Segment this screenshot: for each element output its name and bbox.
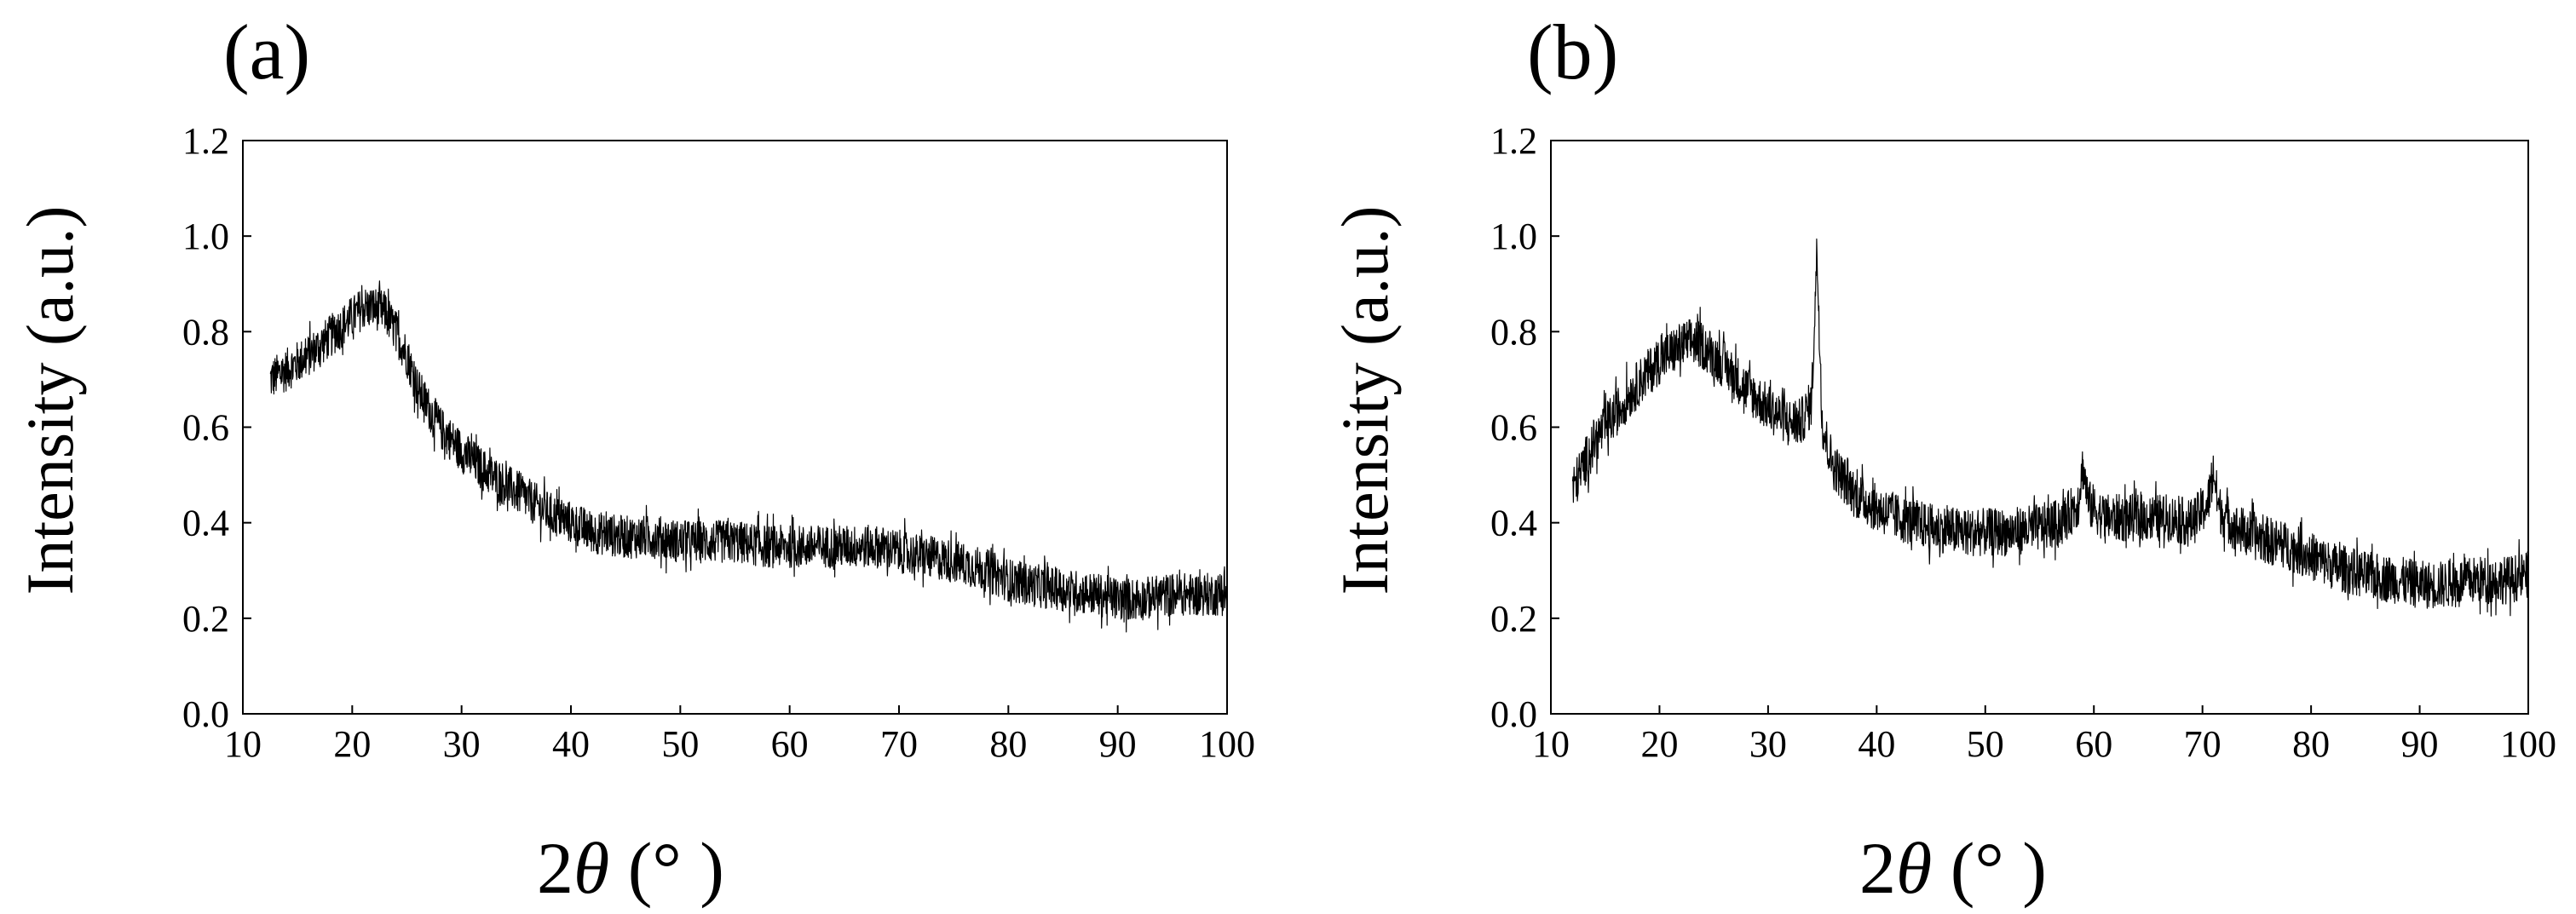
x-axis-label: 2θ (° )	[1859, 827, 2047, 909]
y-tick-label: 0.2	[1490, 598, 1537, 640]
x-tick-label: 50	[1967, 723, 2004, 765]
x-axis-label-theta: θ	[1896, 827, 1932, 909]
x-axis-label-theta: θ	[573, 827, 609, 909]
x-tick-label: 30	[1749, 723, 1787, 765]
y-tick-label: 1.2	[1490, 120, 1537, 162]
x-tick-label: 100	[2500, 723, 2556, 765]
x-tick-label: 80	[2292, 723, 2330, 765]
y-tick-label: 0.4	[1490, 503, 1537, 544]
x-tick-label: 60	[2075, 723, 2112, 765]
x-tick-label: 50	[661, 723, 699, 765]
y-tick-label: 1.0	[1490, 216, 1537, 257]
x-axis-label-unit: (° )	[1932, 827, 2047, 909]
y-axis-label: Intensity (a.u.)	[1328, 205, 1402, 595]
x-tick-label: 70	[2184, 723, 2222, 765]
x-tick-label: 100	[1199, 723, 1255, 765]
y-tick-label: 0.8	[1490, 311, 1537, 353]
plot-frame	[1550, 140, 2529, 715]
x-axis-label: 2θ (° )	[537, 827, 724, 909]
y-tick-label: 1.0	[182, 216, 229, 257]
x-tick-label: 10	[1532, 723, 1570, 765]
chart-panel-b: (b) Intensity (a.u.) 2θ (° ) 0.0 0.2 0.4 0.…	[1328, 9, 2556, 909]
x-tick-label: 20	[333, 723, 371, 765]
y-tick-label: 0.0	[182, 693, 229, 735]
series-line	[269, 280, 1228, 633]
x-tick-label: 30	[443, 723, 481, 765]
y-tick-label: 0.6	[182, 407, 229, 449]
x-tick-label: 40	[1858, 723, 1895, 765]
x-tick-label: 10	[224, 723, 262, 765]
y-axis-label: Intensity (a.u.)	[13, 205, 87, 595]
x-axis-label-prefix: 2	[537, 827, 573, 909]
y-tick-label: 0.4	[182, 503, 229, 544]
panel-label: (b)	[1527, 9, 1618, 95]
y-tick-label: 0.0	[1490, 693, 1537, 735]
y-tick-label: 0.2	[182, 598, 229, 640]
y-tick-label: 1.2	[182, 120, 229, 162]
x-axis-label-prefix: 2	[1859, 827, 1896, 909]
panel-label: (a)	[223, 9, 310, 95]
x-tick-label: 60	[771, 723, 809, 765]
plot-frame	[242, 140, 1228, 715]
x-tick-label: 20	[1640, 723, 1678, 765]
y-tick-label: 0.8	[182, 311, 229, 353]
x-tick-label: 80	[989, 723, 1027, 765]
series-line	[1571, 239, 2529, 617]
x-tick-label: 40	[552, 723, 590, 765]
x-axis-label-unit: (° )	[609, 827, 724, 909]
y-tick-label: 0.6	[1490, 407, 1537, 449]
x-tick-label: 90	[1099, 723, 1137, 765]
x-tick-label: 90	[2401, 723, 2439, 765]
x-tick-label: 70	[880, 723, 918, 765]
chart-panel-a: (a) Intensity (a.u.) 2θ (° ) 0.0 0.2 0.4 0.…	[13, 9, 1255, 909]
